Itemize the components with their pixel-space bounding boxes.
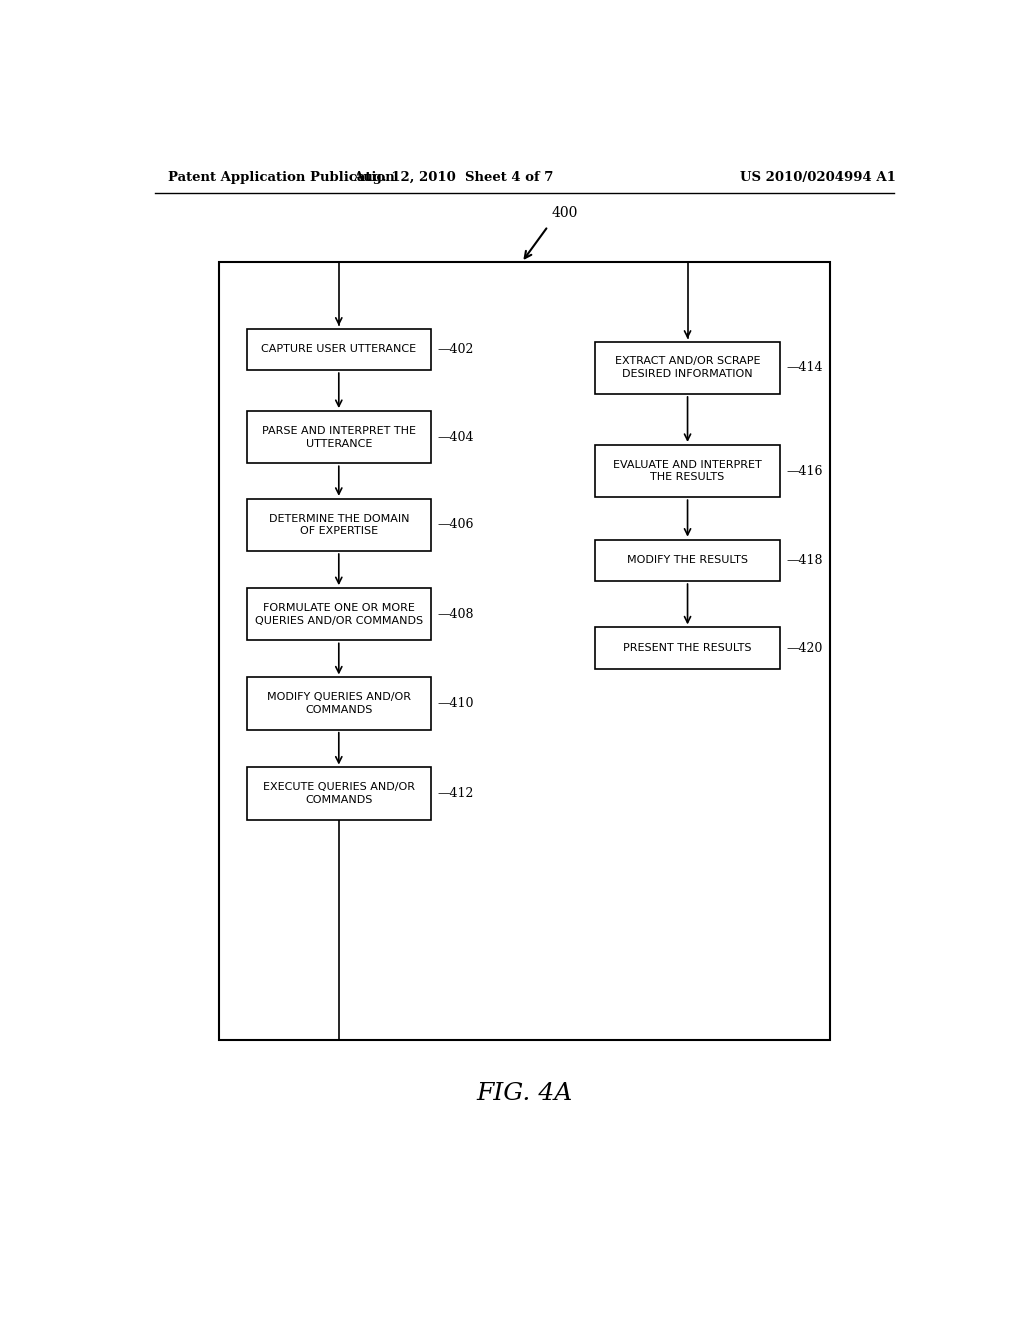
Text: —412: —412: [437, 787, 473, 800]
Text: FIG. 4A: FIG. 4A: [477, 1082, 572, 1105]
Text: Patent Application Publication: Patent Application Publication: [168, 172, 395, 185]
Text: EXECUTE QUERIES AND/OR
COMMANDS: EXECUTE QUERIES AND/OR COMMANDS: [263, 783, 415, 805]
Bar: [595, 445, 779, 498]
Text: —410: —410: [437, 697, 474, 710]
Bar: [247, 677, 431, 730]
Bar: [247, 767, 431, 820]
Text: —406: —406: [437, 519, 474, 532]
Bar: [247, 329, 431, 370]
Text: —420: —420: [786, 642, 822, 655]
Text: —414: —414: [786, 362, 822, 375]
Text: US 2010/0204994 A1: US 2010/0204994 A1: [739, 172, 896, 185]
Bar: [219, 263, 830, 1040]
Text: —418: —418: [786, 554, 822, 566]
Text: FORMULATE ONE OR MORE
QUERIES AND/OR COMMANDS: FORMULATE ONE OR MORE QUERIES AND/OR COM…: [255, 603, 423, 626]
Text: MODIFY QUERIES AND/OR
COMMANDS: MODIFY QUERIES AND/OR COMMANDS: [267, 692, 411, 715]
Text: MODIFY THE RESULTS: MODIFY THE RESULTS: [627, 556, 749, 565]
Bar: [247, 499, 431, 552]
Text: DETERMINE THE DOMAIN
OF EXPERTISE: DETERMINE THE DOMAIN OF EXPERTISE: [268, 513, 409, 536]
Bar: [595, 342, 779, 395]
Bar: [595, 540, 779, 581]
Text: EXTRACT AND/OR SCRAPE
DESIRED INFORMATION: EXTRACT AND/OR SCRAPE DESIRED INFORMATIO…: [614, 356, 760, 379]
Bar: [247, 411, 431, 463]
Text: —404: —404: [437, 430, 474, 444]
Text: 400: 400: [551, 206, 578, 220]
Text: PRESENT THE RESULTS: PRESENT THE RESULTS: [624, 643, 752, 653]
Text: CAPTURE USER UTTERANCE: CAPTURE USER UTTERANCE: [261, 345, 417, 354]
Text: EVALUATE AND INTERPRET
THE RESULTS: EVALUATE AND INTERPRET THE RESULTS: [613, 459, 762, 482]
Text: PARSE AND INTERPRET THE
UTTERANCE: PARSE AND INTERPRET THE UTTERANCE: [262, 426, 416, 449]
Text: —402: —402: [437, 343, 473, 356]
Text: —416: —416: [786, 465, 822, 478]
Text: —408: —408: [437, 607, 474, 620]
Bar: [247, 589, 431, 640]
Text: Aug. 12, 2010  Sheet 4 of 7: Aug. 12, 2010 Sheet 4 of 7: [353, 172, 554, 185]
Bar: [595, 627, 779, 669]
